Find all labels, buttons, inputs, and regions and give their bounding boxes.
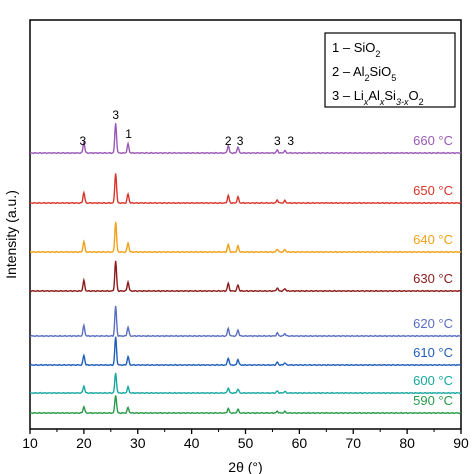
- peak-label-4: 3: [237, 134, 244, 148]
- series-layer: 660 °C 650 °C 640 °C 630 °C 620 °C 610 °C 600 …: [29, 123, 462, 415]
- series-line-5: [29, 336, 462, 367]
- series-line-6: [29, 372, 462, 395]
- series-label-4: 620 °C: [413, 316, 453, 331]
- series-line-4: [29, 305, 462, 338]
- peak-label-5: 3: [274, 134, 281, 148]
- x-tick-label-6: 70: [345, 435, 361, 451]
- x-axis-label: 2θ (°): [228, 459, 262, 474]
- x-axis: 10 20 30 40 50 60 70 80 90: [22, 429, 469, 451]
- series-label-6: 600 °C: [413, 373, 453, 388]
- series-label-5: 610 °C: [413, 345, 453, 360]
- series-label-7: 590 °C: [413, 393, 453, 408]
- legend: 1 – SiO2 2 – Al2SiO5 3 – LixAlxSi3-xO2: [324, 32, 456, 108]
- peak-label-6: 3: [287, 134, 294, 148]
- x-tick-label-2: 30: [130, 435, 146, 451]
- x-tick-label-1: 20: [76, 435, 92, 451]
- peak-label-1: 3: [112, 108, 119, 122]
- x-tick-label-3: 40: [184, 435, 200, 451]
- legend-box: [324, 32, 456, 108]
- x-tick-label-0: 10: [22, 435, 38, 451]
- peak-labels: 331 2 3 3 3: [79, 108, 294, 148]
- series-line-1: [29, 173, 462, 205]
- x-tick-label-8: 90: [453, 435, 469, 451]
- series-label-3: 630 °C: [413, 271, 453, 286]
- legend-entry-0: 1 – SiO2: [332, 40, 380, 59]
- x-tick-label-4: 50: [238, 435, 254, 451]
- legend-entry-1: 2 – Al2SiO5: [332, 64, 396, 83]
- x-tick-label-5: 60: [292, 435, 308, 451]
- y-axis-label: Intensity (a.u.): [3, 190, 19, 279]
- peak-label-0: 3: [79, 134, 86, 148]
- legend-entry-2: 3 – LixAlxSi3-xO2: [332, 88, 424, 107]
- x-tick-label-7: 80: [399, 435, 415, 451]
- peak-label-3: 2: [225, 134, 232, 148]
- series-line-0: [29, 123, 462, 155]
- series-line-2: [29, 221, 462, 254]
- series-label-0: 660 °C: [413, 133, 453, 148]
- series-line-3: [29, 260, 462, 293]
- series-line-7: [29, 395, 462, 415]
- series-label-1: 650 °C: [413, 183, 453, 198]
- peak-label-2: 1: [125, 127, 132, 141]
- series-label-2: 640 °C: [413, 232, 453, 247]
